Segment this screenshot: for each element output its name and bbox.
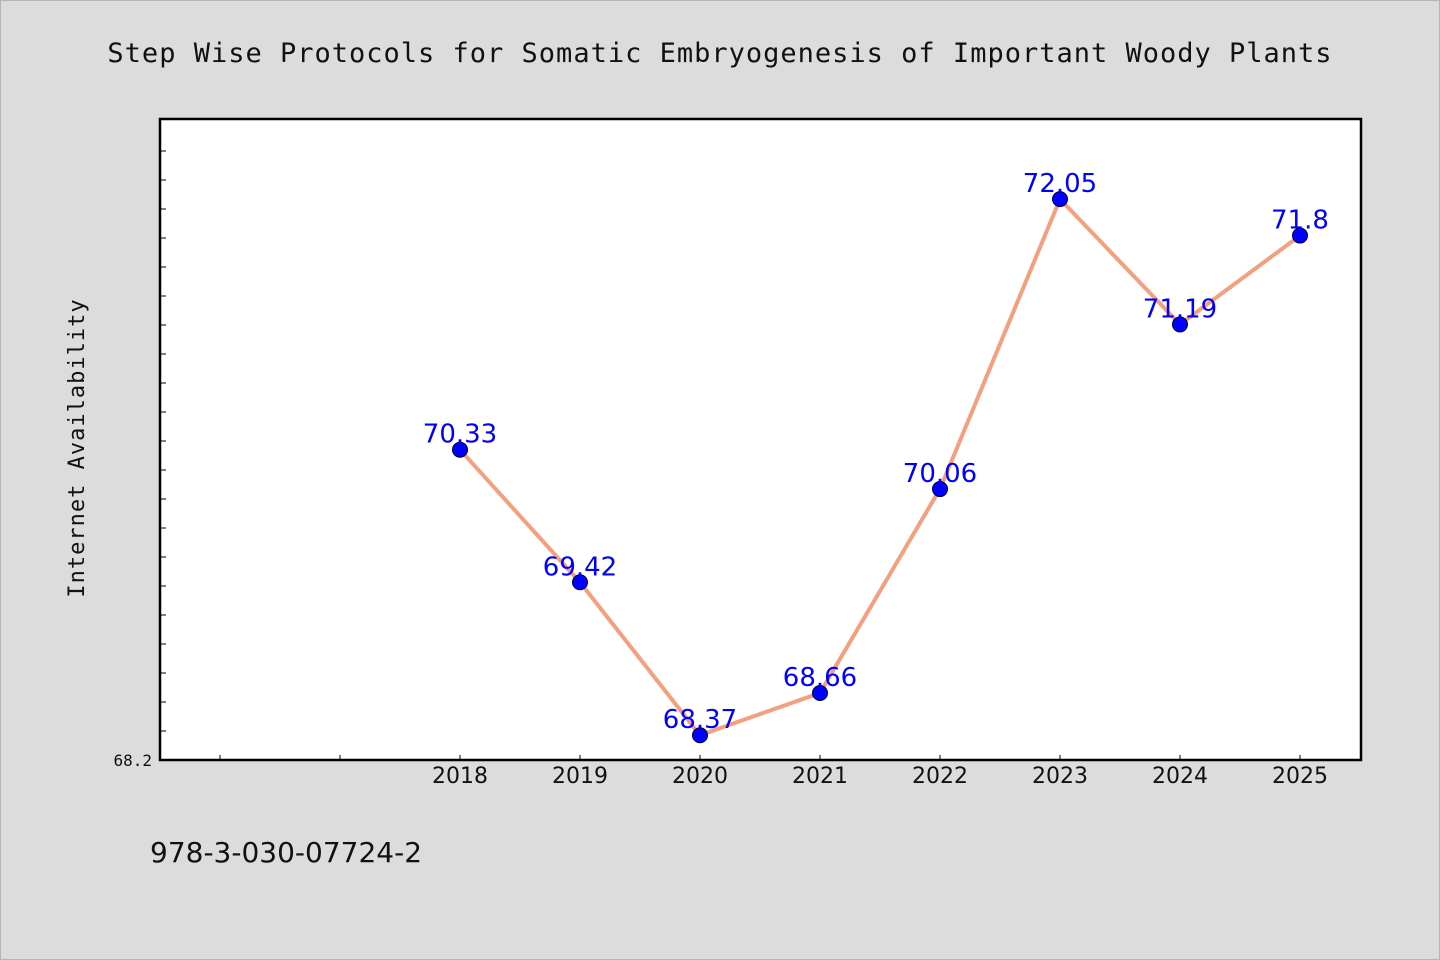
data-point bbox=[1292, 227, 1308, 244]
data-label: 71.8 bbox=[1271, 206, 1329, 236]
data-label: 71.19 bbox=[1143, 294, 1217, 324]
data-label: 68.66 bbox=[783, 663, 857, 693]
plot-area bbox=[158, 117, 1363, 762]
footer-isbn: 978-3-030-07724-2 bbox=[150, 836, 422, 869]
data-label: 69.42 bbox=[543, 552, 617, 582]
x-tick-label: 2025 bbox=[1272, 764, 1328, 789]
data-label: 70.33 bbox=[423, 420, 497, 450]
x-tick-label: 2018 bbox=[432, 764, 488, 789]
y-axis-label: Internet Availability bbox=[65, 298, 90, 597]
data-labels: 70.33 69.42 68.37 68.66 70.06 72.05 71.19 71.8 bbox=[423, 169, 1329, 735]
chart-title: Step Wise Protocols for Somatic Embryoge… bbox=[107, 38, 1332, 69]
x-tick-label: 2019 bbox=[552, 764, 608, 789]
data-point bbox=[932, 481, 948, 498]
x-tick-label: 2020 bbox=[672, 764, 728, 789]
data-point bbox=[1172, 316, 1188, 333]
x-tick-label: 2022 bbox=[912, 764, 968, 789]
series-line bbox=[458, 197, 1302, 738]
x-tick-labels: 2018 2019 2020 2021 2022 2023 2024 2025 bbox=[432, 764, 1328, 789]
data-point bbox=[692, 727, 708, 744]
axis-ticks bbox=[160, 150, 1301, 760]
x-tick-label: 2021 bbox=[792, 764, 848, 789]
data-point bbox=[812, 684, 828, 701]
series-markers bbox=[452, 191, 1308, 744]
x-tick-label: 2023 bbox=[1032, 764, 1088, 789]
data-label: 68.37 bbox=[663, 705, 737, 735]
y-tick-label: 68.2 bbox=[113, 751, 152, 770]
data-point bbox=[1052, 191, 1068, 208]
data-label: 72.05 bbox=[1023, 169, 1097, 199]
data-label: 70.06 bbox=[903, 459, 977, 489]
data-point bbox=[452, 441, 468, 458]
data-point bbox=[572, 574, 588, 591]
x-tick-label: 2024 bbox=[1152, 764, 1208, 789]
